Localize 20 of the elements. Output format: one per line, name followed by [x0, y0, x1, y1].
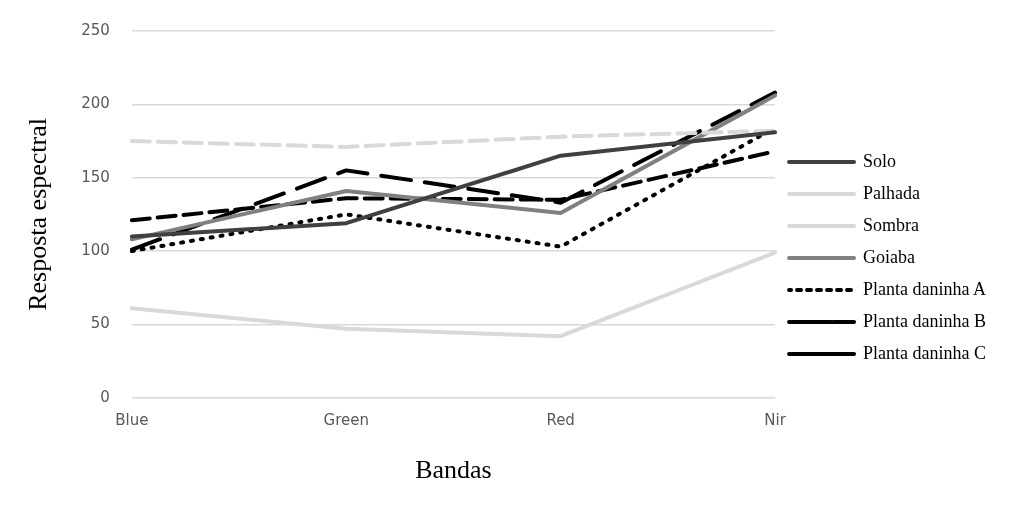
x-tick-label: Blue — [115, 410, 149, 429]
x-tick-label: Red — [546, 410, 575, 429]
legend-label: Goiaba — [863, 246, 916, 267]
y-axis-title: Resposta espectral — [23, 118, 53, 311]
y-tick-label: 0 — [100, 387, 110, 406]
y-tick-label: 250 — [81, 20, 110, 39]
legend-label: Solo — [863, 150, 897, 171]
y-tick-label: 100 — [81, 240, 110, 259]
x-tick-label: Green — [323, 410, 369, 429]
legend-label: Sombra — [863, 214, 920, 235]
y-tick-label: 50 — [90, 314, 110, 333]
x-axis-title: Bandas — [415, 455, 492, 485]
legend-label: Planta daninha A — [863, 278, 987, 299]
legend-label: Planta daninha C — [863, 342, 987, 363]
y-tick-label: 150 — [81, 167, 110, 186]
y-tick-label: 200 — [81, 94, 110, 113]
legend-label: Planta daninha B — [863, 310, 987, 331]
x-tick-label: Nir — [764, 410, 787, 429]
legend-label: Palhada — [863, 182, 921, 203]
line-series — [129, 128, 778, 149]
